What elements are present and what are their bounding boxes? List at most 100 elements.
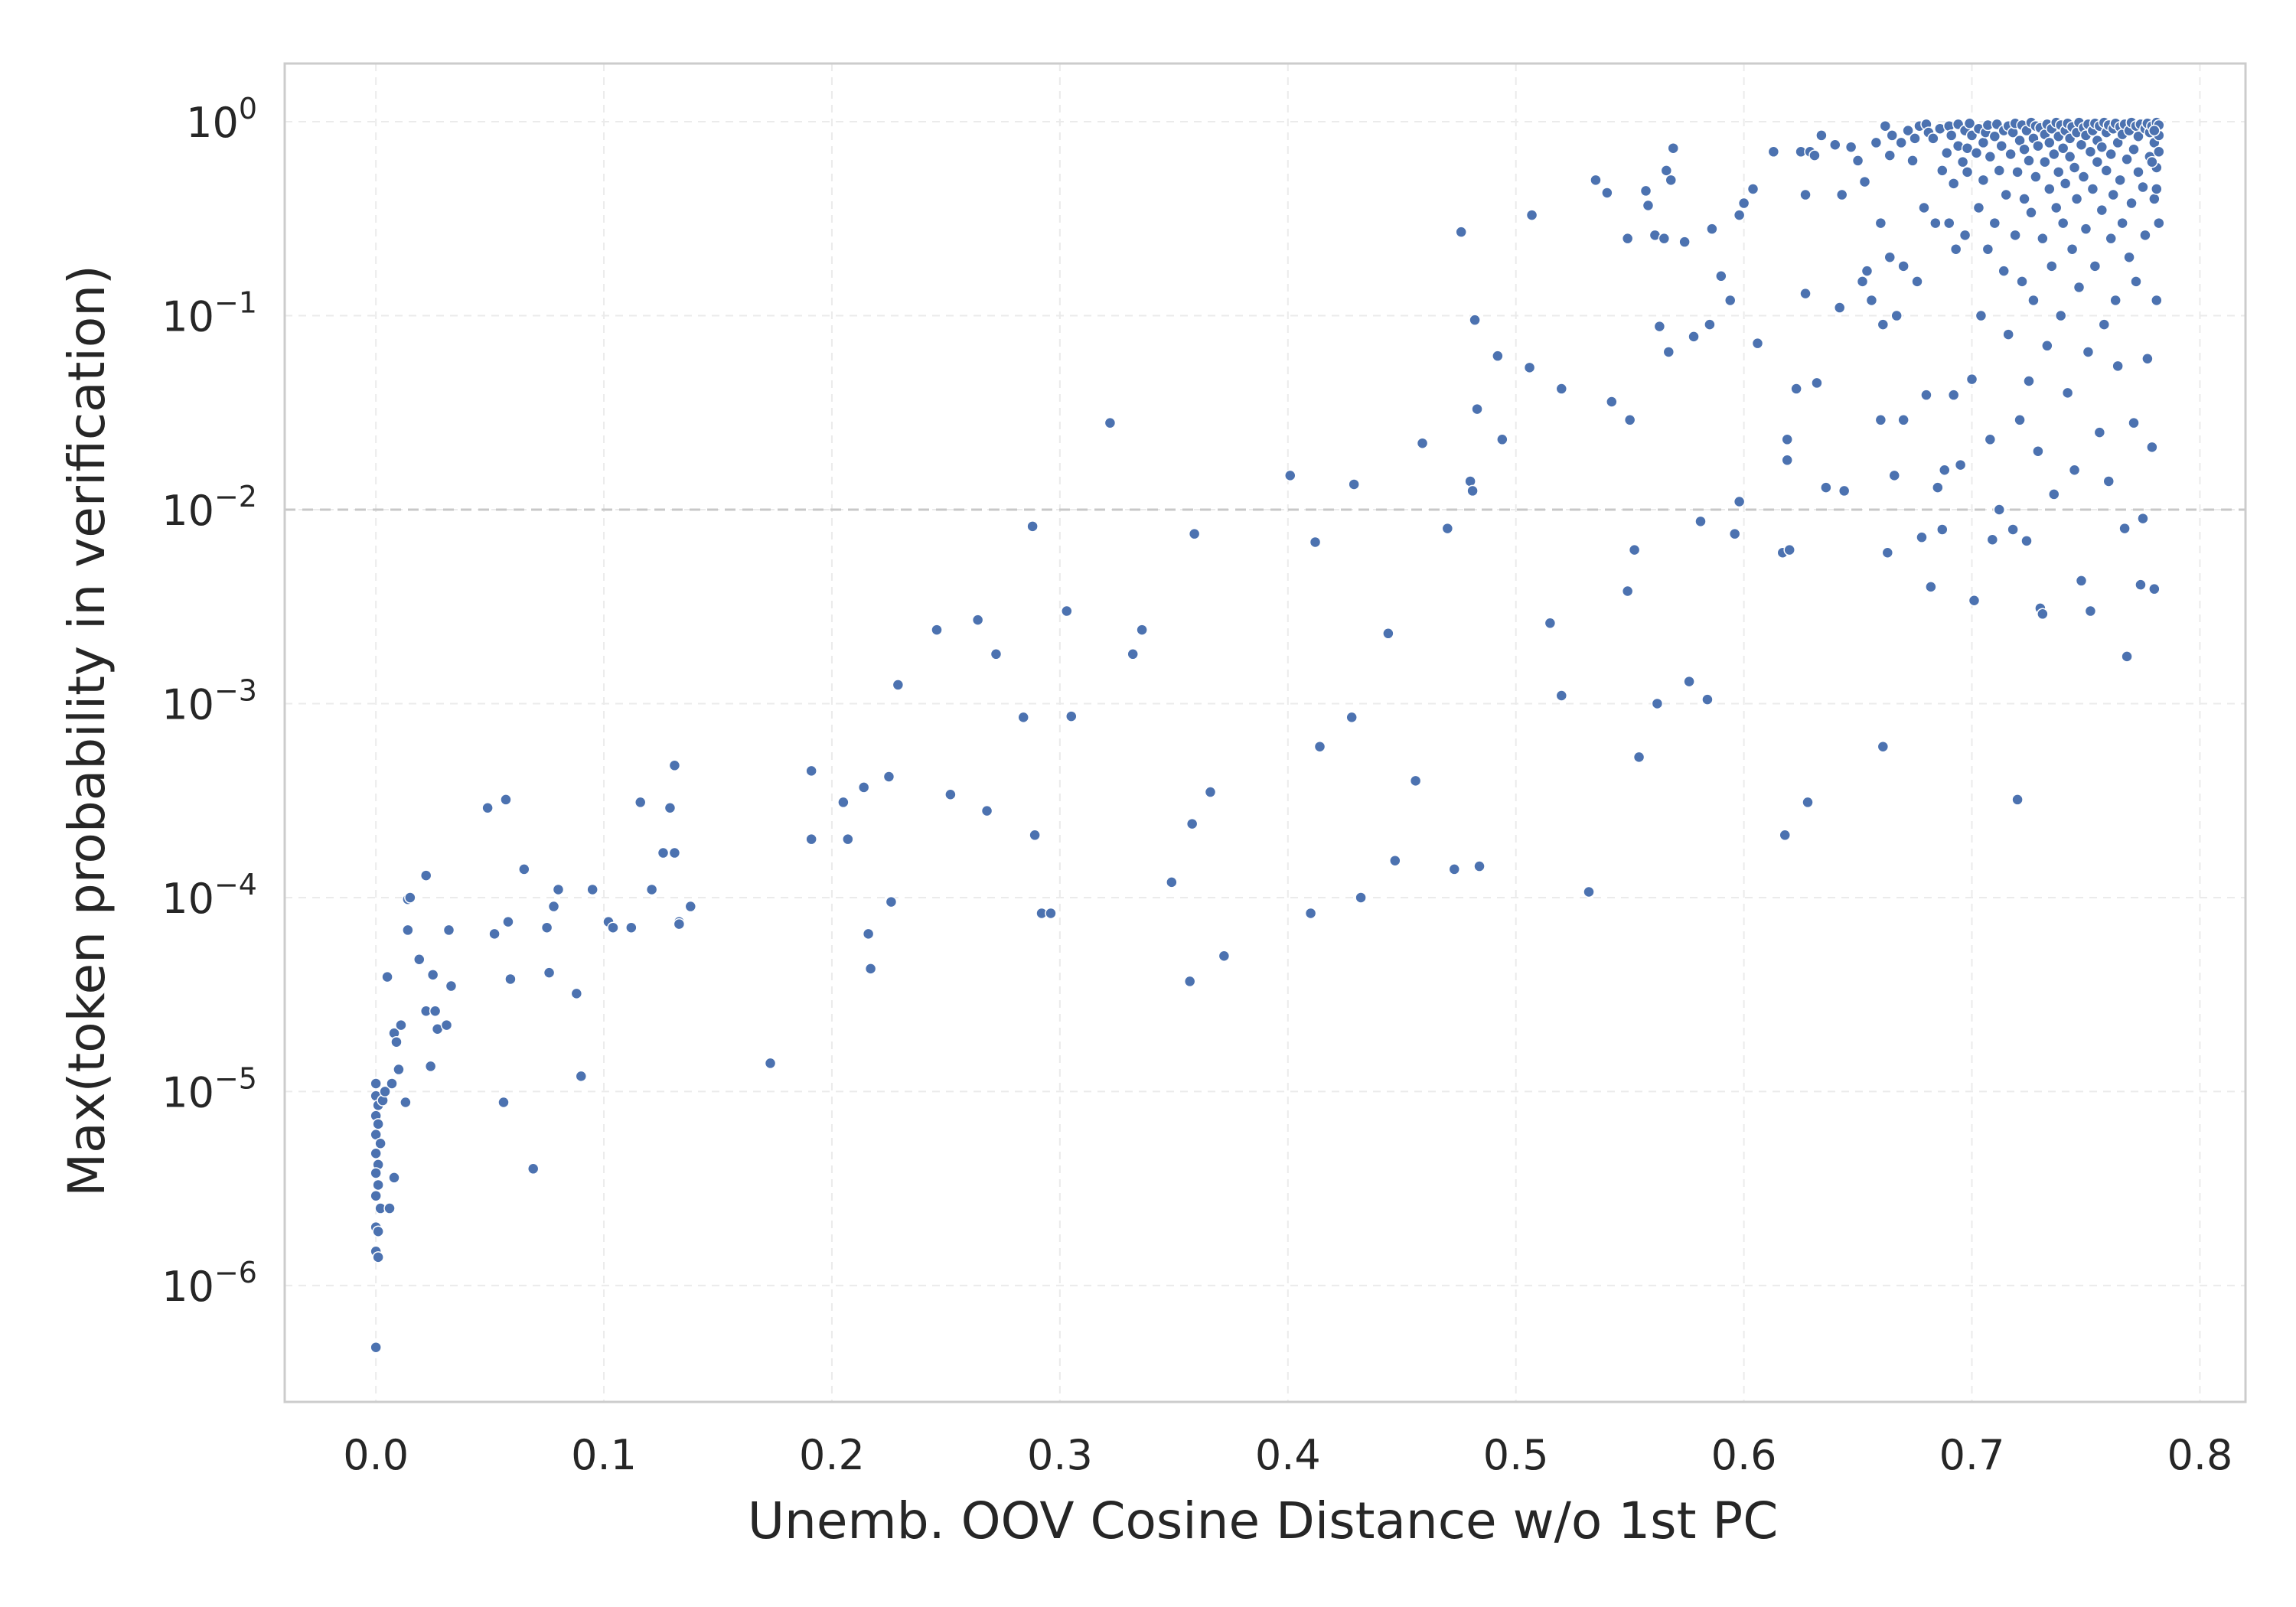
data-point — [1701, 693, 1714, 706]
data-point — [2041, 340, 2053, 352]
data-point — [885, 895, 898, 908]
data-point — [1920, 389, 1932, 401]
data-point — [1861, 265, 1874, 277]
data-point — [1961, 166, 1974, 178]
data-point — [2011, 794, 2024, 806]
data-point — [1781, 454, 1793, 467]
data-point — [1284, 469, 1296, 482]
data-point — [2054, 309, 2067, 322]
data-point — [1382, 627, 1394, 640]
data-point — [1466, 484, 1479, 497]
data-point — [1986, 533, 1999, 546]
data-point — [2109, 294, 2122, 307]
data-point — [2009, 229, 2021, 242]
data-point — [2043, 136, 2056, 149]
data-point — [980, 804, 993, 817]
data-point — [1601, 187, 1613, 199]
data-point — [2102, 475, 2115, 487]
data-point — [372, 1178, 384, 1191]
data-point — [1658, 232, 1671, 245]
data-point — [586, 883, 598, 896]
data-point — [1136, 624, 1148, 636]
data-point — [1790, 383, 1802, 395]
data-point — [2146, 155, 2158, 168]
x-tick-label: 0.4 — [1255, 1431, 1321, 1479]
data-point — [1665, 174, 1678, 187]
data-point — [1448, 863, 1461, 875]
data-point — [1886, 129, 1898, 142]
data-point — [370, 1189, 382, 1202]
data-point — [1844, 141, 1857, 153]
data-point — [1949, 243, 1962, 256]
data-point — [2141, 353, 2154, 365]
data-point — [1313, 740, 1326, 753]
data-point — [1751, 337, 1764, 350]
data-point — [2052, 166, 2065, 178]
data-point — [1166, 876, 1178, 888]
data-point — [1678, 236, 1691, 248]
y-tick-label: 10−6 — [161, 1256, 257, 1311]
data-point — [1993, 165, 2006, 177]
data-point — [1183, 975, 1196, 988]
data-point — [2075, 575, 2088, 587]
y-tick-base: 10 — [161, 293, 214, 341]
data-point — [664, 801, 677, 814]
data-point — [1590, 174, 1602, 187]
data-point — [1045, 907, 1057, 920]
data-point — [370, 1147, 382, 1159]
data-point — [625, 921, 638, 934]
data-point — [1942, 217, 1955, 230]
data-point — [1977, 136, 1990, 149]
data-point — [1469, 314, 1481, 326]
data-point — [540, 921, 553, 934]
data-point — [2011, 166, 2024, 178]
data-point — [1897, 414, 1910, 426]
data-point — [1977, 174, 1990, 187]
data-point — [1781, 433, 1793, 446]
data-point — [1733, 495, 1746, 508]
data-point — [2100, 165, 2113, 177]
data-point — [1639, 184, 1652, 197]
data-point — [1799, 287, 1812, 300]
data-point — [2135, 579, 2147, 591]
data-point — [892, 679, 905, 691]
x-tick-label: 0.8 — [2167, 1431, 2232, 1479]
data-point — [370, 1167, 382, 1179]
data-point — [1888, 469, 1900, 482]
y-tick-label: 10−3 — [161, 673, 257, 729]
data-point — [1667, 142, 1680, 155]
data-point — [2068, 464, 2081, 477]
data-point — [2046, 260, 2058, 272]
data-point — [1838, 484, 1851, 497]
data-point — [2137, 512, 2149, 525]
y-tick-label: 10−5 — [161, 1061, 257, 1116]
data-point — [429, 1005, 442, 1017]
data-point — [645, 883, 658, 896]
data-point — [2128, 416, 2140, 429]
y-tick-label: 100 — [186, 92, 257, 147]
y-tick-label: 10−1 — [161, 286, 257, 341]
data-point — [2000, 188, 2012, 201]
data-point — [1881, 546, 1894, 559]
data-point — [1651, 697, 1664, 710]
data-point — [1965, 373, 1978, 386]
data-point — [543, 966, 556, 979]
data-point — [1988, 217, 2001, 230]
data-point — [1895, 136, 1907, 149]
data-point — [1902, 124, 1914, 137]
data-point — [1833, 302, 1846, 314]
y-tick-exponent: −6 — [214, 1256, 257, 1289]
data-point — [372, 1118, 384, 1130]
data-point — [2050, 201, 2063, 214]
data-point — [2132, 130, 2144, 142]
data-point — [1874, 217, 1887, 230]
y-tick-exponent: −4 — [214, 868, 257, 901]
y-tick-base: 10 — [161, 1068, 214, 1116]
data-point — [1621, 232, 1634, 245]
data-point — [1345, 711, 1358, 724]
data-point — [1455, 226, 1467, 238]
data-point — [1496, 433, 1508, 446]
data-point — [668, 846, 681, 859]
data-point — [2114, 174, 2126, 187]
y-tick-base: 10 — [186, 99, 239, 147]
